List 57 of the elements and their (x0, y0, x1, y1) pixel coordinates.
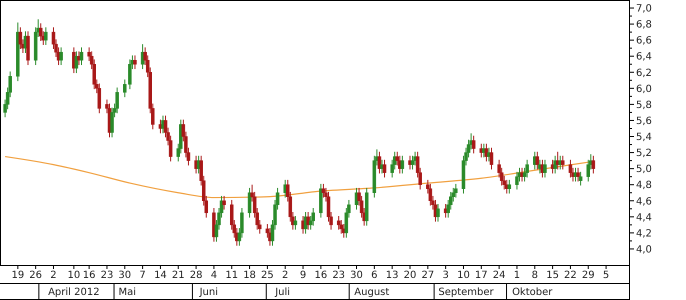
x-tick-label: 23 (332, 270, 346, 281)
x-tick-label: 6 (371, 270, 378, 281)
x2-tick-label: April 2012 (48, 287, 100, 298)
x2-tick-label: Oktober (512, 287, 554, 298)
x-tick-label: 26 (29, 270, 42, 281)
y-tick-label: 4,0 (636, 244, 652, 256)
y-tick-label: 4,6 (636, 196, 652, 208)
y-tick-label: 7,0 (636, 4, 652, 15)
x-tick-label: 17 (474, 270, 488, 281)
x-tick-label: 4 (210, 270, 218, 281)
x2-tick-label: September (438, 287, 495, 298)
y-tick-label: 4,2 (636, 228, 652, 240)
x-tick-label: 10 (457, 270, 470, 281)
x-tick-label: 21 (172, 270, 185, 281)
y-tick-label: 6,0 (636, 84, 652, 95)
y-tick-label: 5,4 (636, 132, 652, 144)
x2-tick-label: August (354, 287, 390, 298)
x-tick-label: 13 (386, 270, 399, 281)
x-tick-label: 24 (492, 270, 506, 281)
x-tick-label: 15 (546, 270, 559, 281)
x-tick-label: 10 (67, 270, 80, 281)
x-tick-label: 7 (139, 270, 146, 281)
x-tick-label: 3 (442, 270, 449, 281)
x-tick-label: 18 (243, 270, 256, 281)
x-tick-label: 1 (514, 270, 520, 281)
y-tick-label: 6,2 (636, 68, 652, 79)
x-tick-label: 22 (564, 270, 577, 281)
x-tick-label: 25 (261, 270, 274, 281)
x-tick-label: 27 (421, 270, 434, 281)
x2-tick-label: Juni (198, 287, 218, 298)
x-tick-label: 11 (225, 270, 238, 281)
x-tick-label: 8 (532, 270, 538, 281)
x-tick-label: 30 (350, 270, 363, 281)
x2-tick-label: Mai (118, 287, 136, 298)
x-tick-label: 2 (282, 270, 288, 281)
y-tick-label: 5,6 (636, 116, 652, 127)
x-tick-label: 5 (602, 270, 610, 281)
x-tick-label: 23 (100, 270, 114, 281)
y-tick-label: 4,8 (636, 180, 652, 192)
y-tick-label: 5,0 (636, 164, 652, 176)
y-tick-label: 6,6 (636, 36, 652, 47)
y-tick-label: 4,4 (636, 212, 652, 224)
y-tick-label: 6,8 (636, 20, 652, 31)
x-tick-label: 28 (190, 270, 202, 281)
x-tick-label: 16 (82, 270, 96, 281)
x-tick-label: 30 (118, 270, 132, 281)
x-tick-label: 9 (300, 270, 306, 281)
y-tick-label: 5,2 (636, 148, 652, 160)
y-tick-label: 6,4 (636, 52, 652, 63)
y-tick-label: 5,8 (636, 100, 652, 111)
x-tick-label: 2 (50, 270, 57, 281)
x-tick-label: 20 (404, 270, 416, 281)
x2-tick-label: Juli (274, 287, 290, 298)
x-tick-label: 16 (314, 270, 328, 281)
x-tick-label: 14 (154, 270, 167, 281)
x-tick-label: 19 (11, 270, 24, 281)
x-tick-label: 29 (582, 270, 595, 281)
